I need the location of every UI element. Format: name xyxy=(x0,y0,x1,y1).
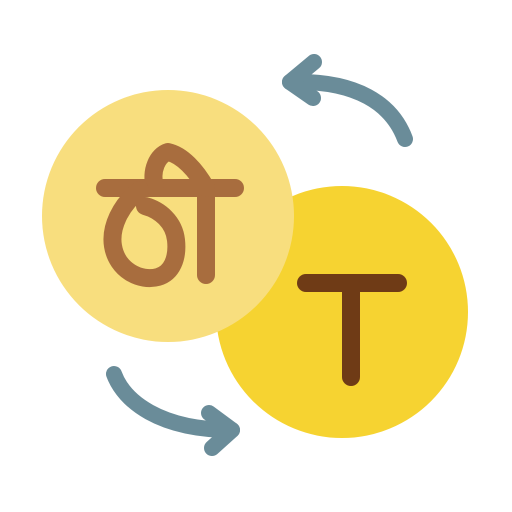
top-arrow-head xyxy=(282,54,322,106)
top-arrow-arc xyxy=(282,73,413,147)
bottom-arrow-head xyxy=(201,405,240,456)
rotate-arrow-top-icon xyxy=(282,54,413,147)
devanagari-bowl xyxy=(103,181,186,288)
devanagari-top-loop xyxy=(144,143,215,197)
bottom-arrow-arc xyxy=(106,366,240,438)
rotate-arrow-bottom-icon xyxy=(106,366,240,456)
devanagari-letter-icon xyxy=(96,143,244,288)
latin-letter-t-icon xyxy=(297,274,407,386)
